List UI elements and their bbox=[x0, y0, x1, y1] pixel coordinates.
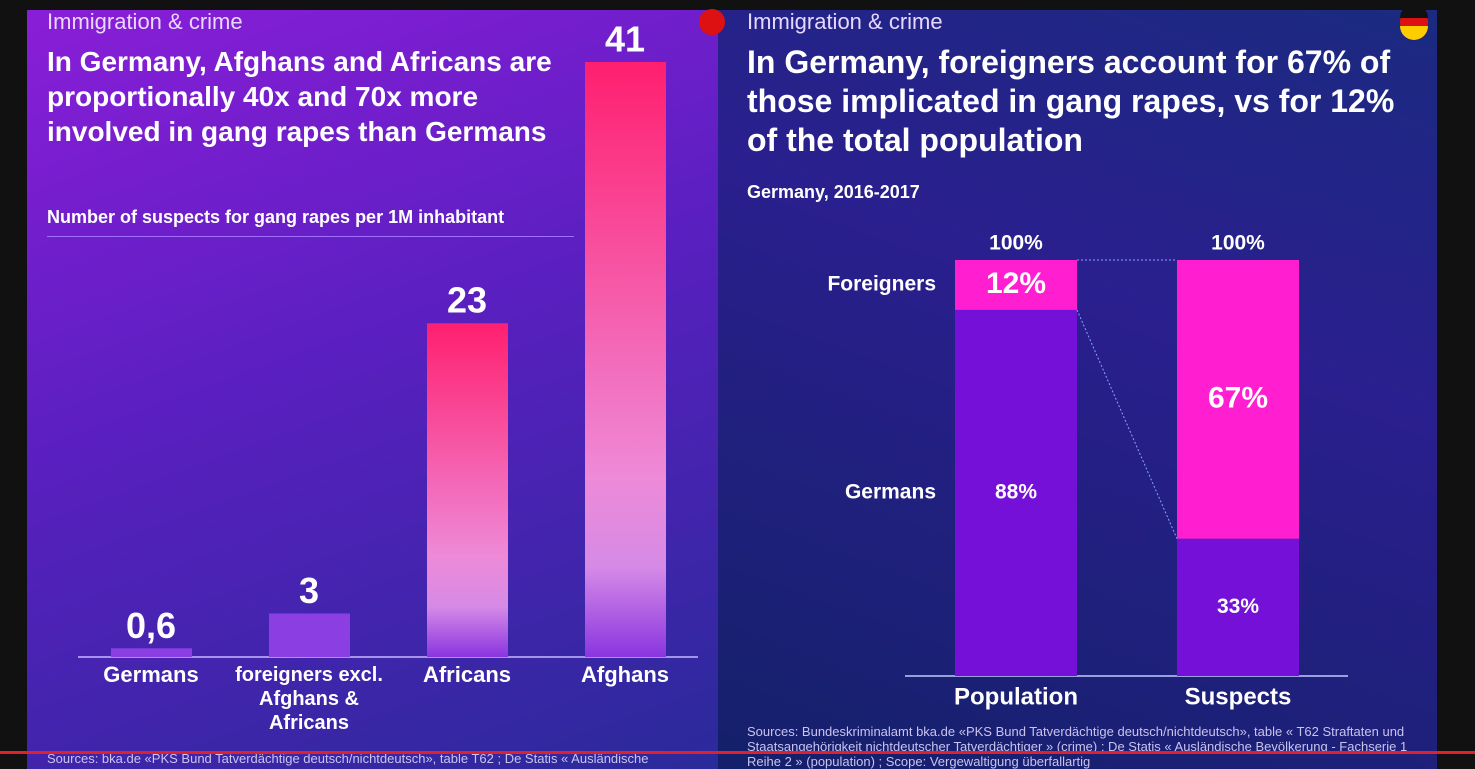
category-label: Suspects bbox=[1185, 683, 1292, 710]
subtitle: Germany, 2016-2017 bbox=[747, 182, 920, 202]
bar-segment bbox=[1177, 538, 1299, 676]
value-label: 67% bbox=[1208, 381, 1268, 414]
flag-stripe bbox=[1400, 4, 1428, 18]
value-label: 88% bbox=[995, 481, 1037, 504]
flag bbox=[699, 9, 725, 35]
progress-bar bbox=[0, 751, 1475, 754]
chart-title: In Germany, foreigners account for 67% o… bbox=[747, 44, 1395, 158]
category-label: Afghans bbox=[581, 662, 669, 687]
connector bbox=[1076, 309, 1178, 539]
sources: Sources: Bundeskriminalamt bka.de «PKS B… bbox=[747, 724, 1408, 769]
value-label: 33% bbox=[1217, 595, 1259, 618]
category-label: Germans bbox=[103, 662, 199, 687]
subtitle: Number of suspects for gang rapes per 1M… bbox=[47, 207, 574, 237]
kicker: Immigration & crime bbox=[47, 9, 243, 34]
slide-right bbox=[718, 10, 1437, 769]
flag-stripe bbox=[1400, 26, 1428, 40]
bar bbox=[427, 323, 508, 657]
value-label: 12% bbox=[986, 267, 1046, 300]
category-label: foreigners excl. Afghans & Africans bbox=[235, 664, 383, 734]
sources: Sources: bka.de «PKS Bund Tatverdächtige… bbox=[47, 751, 649, 766]
value-label: 3 bbox=[299, 570, 319, 611]
category-label: Population bbox=[954, 683, 1078, 710]
legend-label: Germans bbox=[845, 481, 936, 504]
category-label: Africans bbox=[422, 662, 512, 687]
bar bbox=[111, 648, 192, 657]
total-label: 100% bbox=[1211, 232, 1265, 255]
bar-segment bbox=[955, 260, 1077, 310]
kicker: Immigration & crime bbox=[747, 9, 943, 34]
bar-segment bbox=[1177, 260, 1299, 539]
legend-label: Foreigners bbox=[827, 273, 936, 296]
value-label: 41 bbox=[605, 19, 645, 60]
value-label: 0,6 bbox=[126, 605, 176, 646]
value-label: 23 bbox=[447, 280, 487, 321]
chart-title: In Germany, Afghans and Africans are pro… bbox=[47, 46, 552, 147]
bar-segment bbox=[955, 309, 1077, 676]
bar bbox=[585, 62, 666, 657]
bar bbox=[269, 613, 350, 657]
total-label: 100% bbox=[989, 232, 1043, 255]
